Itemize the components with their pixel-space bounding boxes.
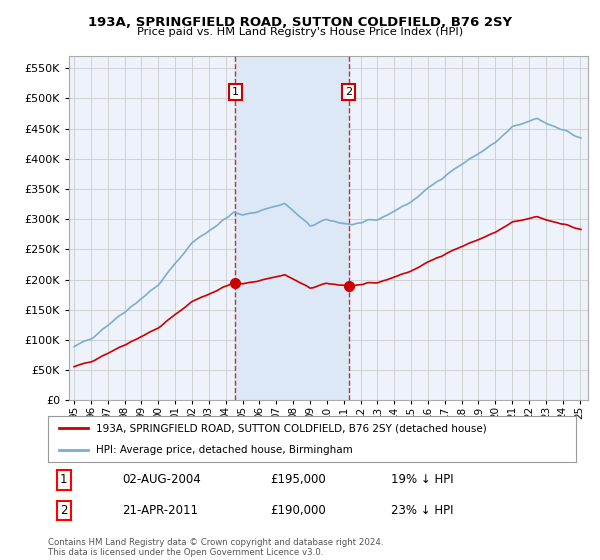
Text: £195,000: £195,000 bbox=[270, 473, 326, 486]
Text: HPI: Average price, detached house, Birmingham: HPI: Average price, detached house, Birm… bbox=[95, 445, 352, 455]
Text: 2: 2 bbox=[345, 87, 352, 97]
Text: £190,000: £190,000 bbox=[270, 504, 326, 517]
Text: Price paid vs. HM Land Registry's House Price Index (HPI): Price paid vs. HM Land Registry's House … bbox=[137, 27, 463, 38]
Text: 23% ↓ HPI: 23% ↓ HPI bbox=[391, 504, 454, 517]
Text: 2: 2 bbox=[60, 504, 68, 517]
Text: 02-AUG-2004: 02-AUG-2004 bbox=[122, 473, 200, 486]
Text: Contains HM Land Registry data © Crown copyright and database right 2024.
This d: Contains HM Land Registry data © Crown c… bbox=[48, 538, 383, 557]
Text: 193A, SPRINGFIELD ROAD, SUTTON COLDFIELD, B76 2SY: 193A, SPRINGFIELD ROAD, SUTTON COLDFIELD… bbox=[88, 16, 512, 29]
Text: 21-APR-2011: 21-APR-2011 bbox=[122, 504, 198, 517]
Text: 19% ↓ HPI: 19% ↓ HPI bbox=[391, 473, 454, 486]
Text: 1: 1 bbox=[60, 473, 68, 486]
Text: 193A, SPRINGFIELD ROAD, SUTTON COLDFIELD, B76 2SY (detached house): 193A, SPRINGFIELD ROAD, SUTTON COLDFIELD… bbox=[95, 423, 486, 433]
Bar bbox=[235, 56, 349, 400]
Text: 1: 1 bbox=[232, 87, 239, 97]
